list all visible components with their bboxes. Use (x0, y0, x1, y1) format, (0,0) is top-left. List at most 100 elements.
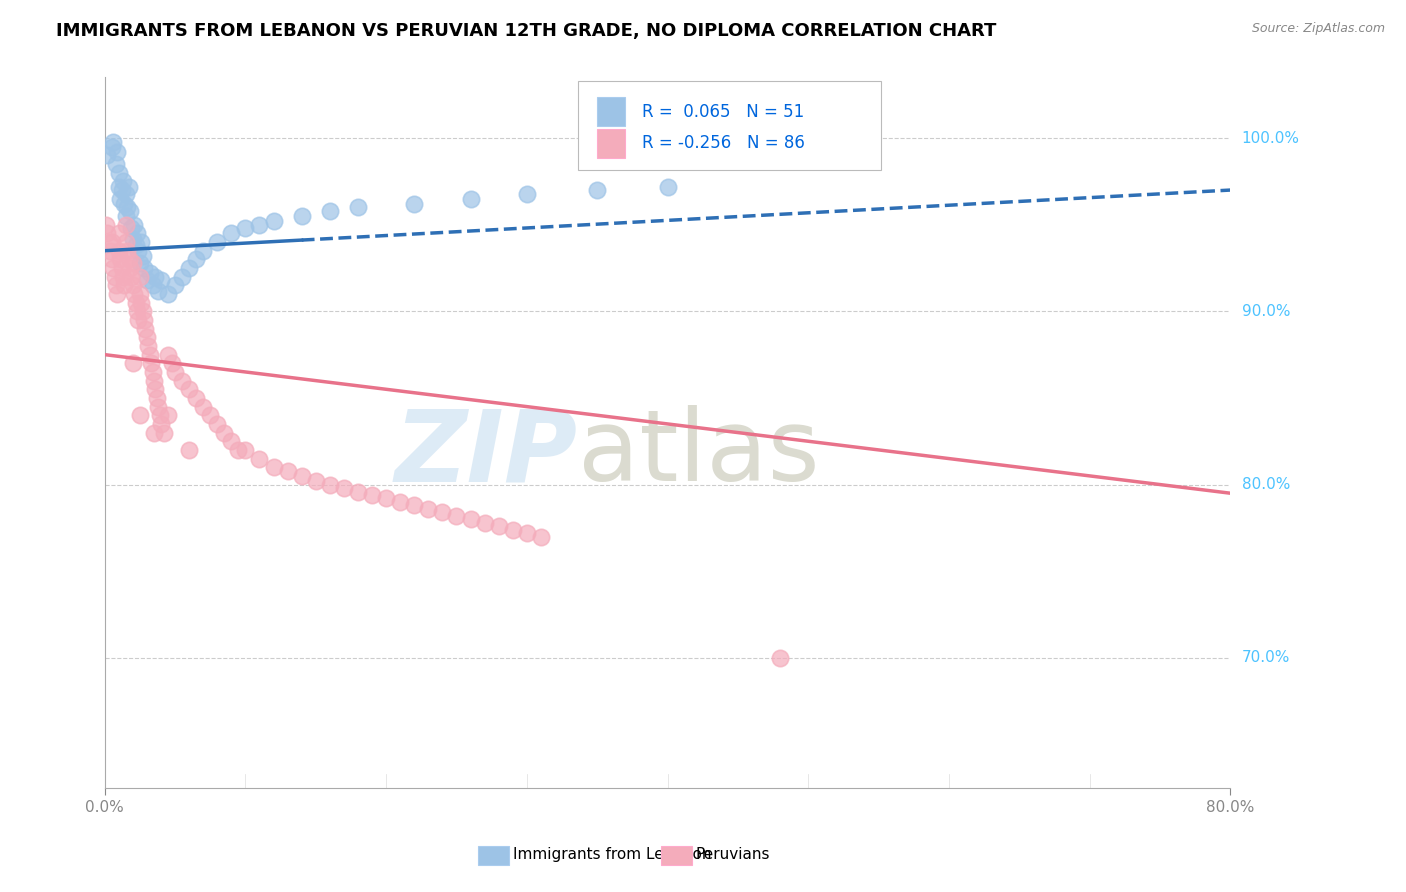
FancyBboxPatch shape (578, 81, 882, 169)
Point (111, 174, 134, 188)
Text: Peruvians: Peruvians (696, 847, 770, 862)
Point (146, 400, 169, 414)
Point (110, 260, 132, 275)
Point (110, 183, 132, 197)
Point (474, 516, 496, 530)
Text: 90.0%: 90.0% (1241, 304, 1291, 318)
Point (193, 244, 215, 258)
Text: R = -0.256   N = 86: R = -0.256 N = 86 (641, 135, 804, 153)
Point (97, 235, 120, 249)
Point (139, 356, 162, 370)
Bar (596, 129, 624, 158)
Point (141, 278, 163, 293)
Point (221, 434, 243, 449)
Text: 100.0%: 100.0% (1241, 130, 1299, 145)
Point (149, 273, 172, 287)
Point (120, 269, 142, 284)
Point (361, 488, 384, 502)
Point (249, 451, 271, 466)
Point (418, 501, 440, 516)
Text: Source: ZipAtlas.com: Source: ZipAtlas.com (1251, 22, 1385, 36)
Point (117, 252, 139, 267)
Point (200, 409, 222, 423)
Point (115, 244, 138, 258)
Point (228, 442, 250, 457)
Point (125, 227, 148, 241)
Point (124, 295, 146, 310)
Point (586, 183, 609, 197)
Point (347, 484, 370, 499)
Point (112, 278, 135, 293)
Point (121, 356, 143, 370)
Point (460, 512, 482, 526)
Point (347, 200, 370, 214)
Point (101, 135, 124, 149)
Point (104, 278, 127, 293)
Point (115, 200, 138, 214)
Point (101, 260, 124, 275)
Point (105, 145, 128, 159)
Point (163, 278, 186, 293)
Point (149, 417, 172, 431)
Point (114, 218, 136, 232)
Point (235, 442, 257, 457)
Point (136, 339, 159, 353)
Text: Immigrants from Lebanon: Immigrants from Lebanon (513, 847, 711, 862)
Point (131, 304, 153, 318)
Point (124, 238, 146, 252)
Point (125, 304, 148, 318)
Point (291, 209, 314, 223)
Point (134, 321, 156, 335)
Point (193, 400, 215, 414)
Point (446, 508, 468, 523)
Point (108, 192, 131, 206)
Point (156, 287, 179, 301)
Point (163, 365, 186, 379)
Point (129, 235, 152, 249)
Point (170, 374, 193, 388)
Point (530, 530, 553, 544)
Point (404, 197, 426, 211)
Point (263, 214, 285, 228)
Point (132, 260, 155, 275)
Point (146, 284, 169, 298)
Point (263, 460, 285, 475)
Point (657, 179, 679, 194)
Point (104, 157, 127, 171)
Point (128, 409, 150, 423)
Point (107, 227, 129, 241)
Point (145, 391, 167, 405)
Point (221, 227, 243, 241)
Point (207, 417, 229, 431)
Point (179, 442, 201, 457)
Point (114, 186, 136, 201)
Point (100, 140, 122, 154)
Point (121, 256, 143, 270)
Text: 70.0%: 70.0% (1241, 650, 1289, 665)
Point (122, 218, 145, 232)
Point (179, 260, 201, 275)
Point (135, 273, 157, 287)
Point (186, 391, 208, 405)
Point (107, 179, 129, 194)
Point (107, 244, 129, 258)
Point (114, 209, 136, 223)
Point (502, 523, 524, 537)
Point (152, 425, 174, 440)
Point (100, 252, 122, 267)
Point (375, 491, 398, 506)
Text: 80.0%: 80.0% (1241, 477, 1289, 492)
Point (127, 313, 149, 327)
Point (128, 256, 150, 270)
Point (105, 287, 128, 301)
Point (142, 425, 165, 440)
Point (120, 221, 142, 235)
Text: ZIP: ZIP (395, 405, 578, 502)
Point (100, 235, 122, 249)
Point (516, 186, 538, 201)
Point (114, 235, 136, 249)
Point (107, 166, 129, 180)
Point (516, 526, 538, 541)
Point (112, 197, 135, 211)
Point (138, 348, 160, 362)
